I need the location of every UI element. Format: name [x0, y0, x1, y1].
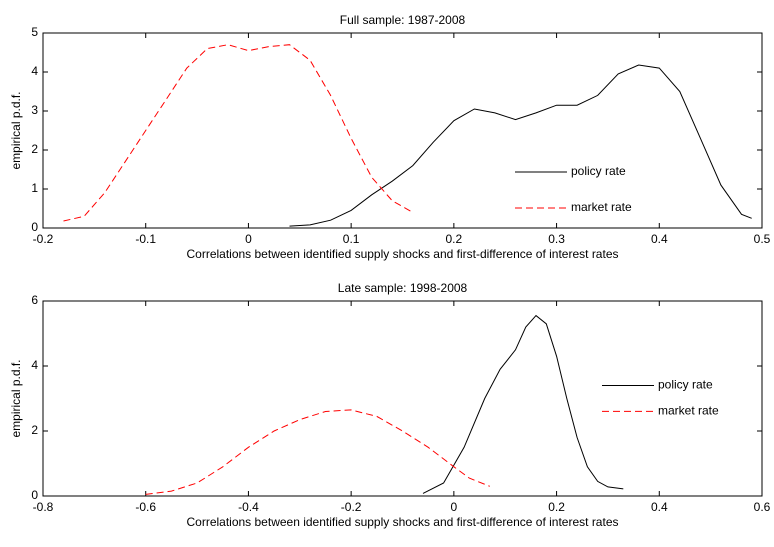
x-axis-label: Correlations between identified supply s…	[186, 515, 618, 529]
y-tick-label: 1	[31, 181, 38, 195]
legend-label: market rate	[658, 404, 719, 418]
x-tick-label: 0.2	[446, 232, 463, 246]
legend-label: market rate	[571, 200, 632, 214]
plot-area	[42, 300, 763, 497]
x-tick-label: 0	[245, 232, 252, 246]
x-tick-label: 0.2	[548, 500, 565, 514]
y-tick-label: 4	[31, 64, 38, 78]
y-tick-label: 5	[31, 25, 38, 39]
chart-title: Late sample: 1998-2008	[338, 281, 468, 295]
data-line	[289, 64, 752, 227]
data-line	[145, 409, 490, 495]
x-tick-label: -0.6	[135, 500, 156, 514]
chart-title: Full sample: 1987-2008	[340, 13, 466, 27]
y-tick-label: 6	[31, 293, 38, 307]
legend-label: policy rate	[571, 164, 626, 178]
y-tick-label: 3	[31, 103, 38, 117]
x-tick-label: 0.1	[343, 232, 360, 246]
x-axis-label: Correlations between identified supply s…	[186, 247, 618, 261]
x-tick-label: 0	[451, 500, 458, 514]
y-tick-label: 4	[31, 358, 38, 372]
y-tick-label: 2	[31, 423, 38, 437]
x-tick-label: -0.4	[238, 500, 259, 514]
y-tick-label: 0	[31, 488, 38, 502]
plot-area	[42, 32, 763, 229]
legend-label: policy rate	[658, 378, 713, 392]
y-axis-label: empirical p.d.f.	[9, 91, 23, 169]
x-tick-label: -0.1	[135, 232, 156, 246]
x-tick-label: 0.6	[754, 500, 771, 514]
x-tick-label: 0.5	[754, 232, 771, 246]
x-tick-label: -0.8	[33, 500, 54, 514]
data-line	[63, 44, 414, 222]
y-tick-label: 0	[31, 220, 38, 234]
x-tick-label: -0.2	[33, 232, 54, 246]
x-tick-label: 0.4	[651, 500, 668, 514]
data-line	[422, 314, 624, 494]
y-tick-label: 2	[31, 142, 38, 156]
y-axis-label: empirical p.d.f.	[9, 359, 23, 437]
x-tick-label: 0.4	[651, 232, 668, 246]
x-tick-label: -0.2	[341, 500, 362, 514]
x-tick-label: 0.3	[548, 232, 565, 246]
